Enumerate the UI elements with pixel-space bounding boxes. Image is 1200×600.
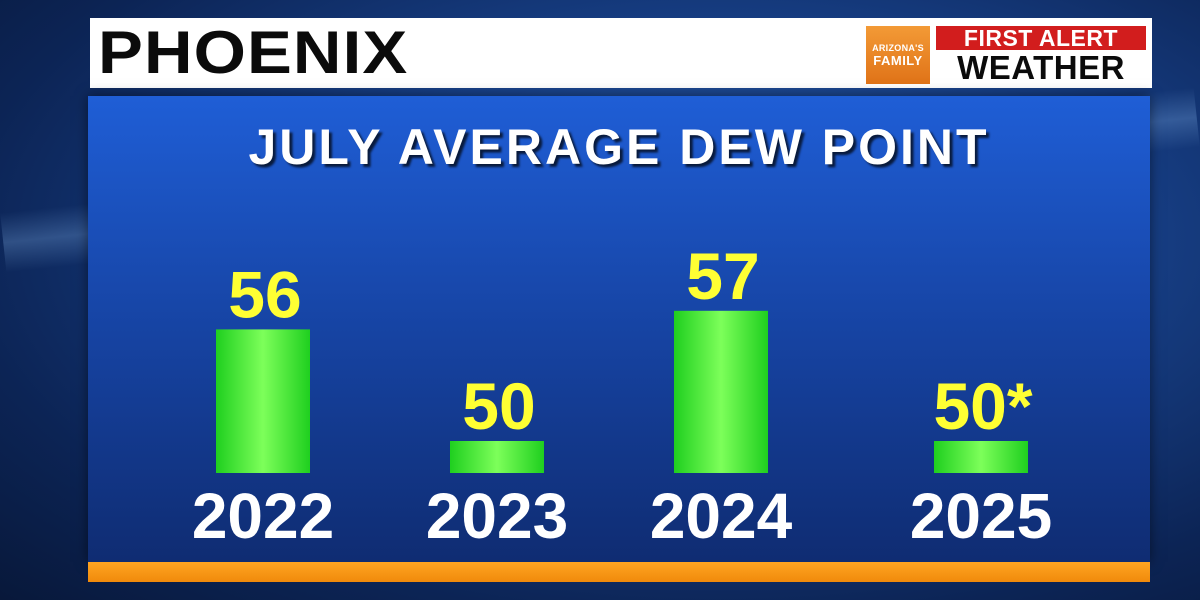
- chart-panel: [88, 96, 1150, 562]
- value-label-2024: 57: [686, 239, 759, 313]
- logo-bottom-text: FAMILY: [873, 52, 923, 68]
- bar-2024: [674, 310, 768, 473]
- category-label-2022: 2022: [192, 480, 334, 552]
- category-label-2024: 2024: [650, 480, 793, 552]
- weather-label: WEATHER: [957, 49, 1125, 86]
- first-alert-badge: FIRST ALERT: [934, 24, 1148, 52]
- chart-title: JULY AVERAGE DEW POINT: [248, 119, 990, 175]
- logo-top-text: ARIZONA'S: [872, 42, 924, 53]
- header-bar: PHOENIX ARIZONA'S FAMILY FIRST ALERT WEA…: [90, 18, 1152, 88]
- city-title: PHOENIX: [98, 19, 409, 86]
- category-label-2023: 2023: [426, 480, 568, 552]
- bottom-accent-bar: [88, 562, 1150, 582]
- value-label-2023: 50: [462, 369, 535, 443]
- bar-2023: [450, 441, 544, 473]
- value-label-2022: 56: [228, 257, 301, 331]
- arizonas-family-logo: ARIZONA'S FAMILY: [866, 26, 930, 84]
- bar-2025: [934, 441, 1028, 473]
- value-label-2025: 50*: [933, 369, 1032, 443]
- bar-2022: [216, 329, 310, 473]
- category-label-2025: 2025: [910, 480, 1052, 552]
